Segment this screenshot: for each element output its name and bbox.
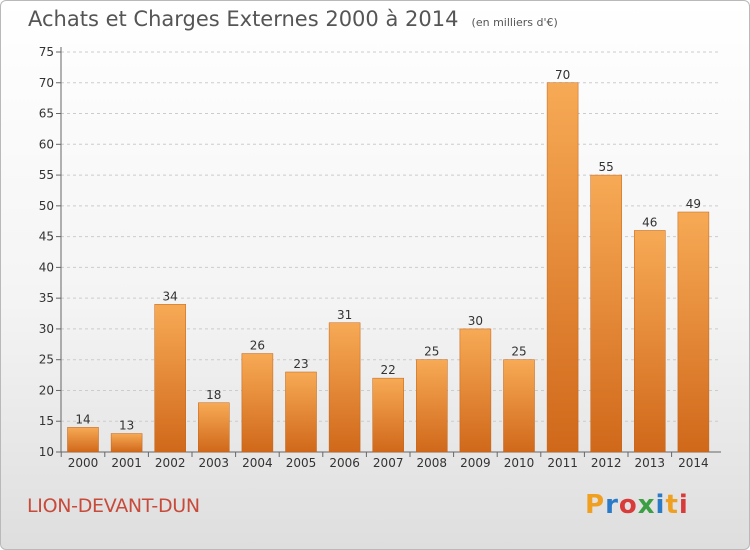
unit-note: (en milliers d'€)	[471, 16, 558, 29]
bar-2002	[154, 304, 186, 453]
bar-2003	[198, 402, 230, 453]
x-tick-label-2002: 2002	[155, 456, 186, 470]
y-tick-label: 55	[39, 168, 54, 182]
x-tick-label-2012: 2012	[591, 456, 622, 470]
logo-letter: o	[618, 490, 638, 520]
logo-letter: t	[665, 490, 679, 520]
y-tick-label: 35	[39, 291, 54, 305]
value-label-2006: 31	[337, 308, 352, 322]
y-tick-label: 15	[39, 414, 54, 428]
logo-letter: x	[637, 490, 656, 520]
x-tick-label-2014: 2014	[678, 456, 709, 470]
x-tick-label-2013: 2013	[635, 456, 666, 470]
bar-2006	[328, 322, 361, 453]
y-tick-label: 70	[39, 76, 54, 90]
axes: 10 15 20 25 30 35 40 45 50 55 60 65 70 75 2000 2001 2002…	[39, 45, 721, 470]
commune-name: LION-DEVANT-DUN	[27, 495, 200, 517]
logo-letter: i	[678, 490, 689, 520]
x-tick-label-2001: 2001	[111, 456, 142, 470]
chart-title: Achats et Charges Externes 2000 à 2014	[28, 7, 459, 31]
value-label-2012: 55	[599, 160, 614, 174]
x-tick-label-2009: 2009	[460, 456, 491, 470]
value-label-2013: 46	[642, 215, 657, 229]
value-label-2005: 23	[293, 357, 308, 371]
y-tick-label: 40	[39, 260, 54, 274]
y-tick-label: 45	[39, 230, 54, 244]
value-label-2008: 25	[424, 345, 439, 359]
y-tick-label: 10	[39, 445, 54, 459]
logo-letter: P	[585, 490, 606, 520]
bar-2009	[459, 328, 492, 453]
x-tick-label-2004: 2004	[242, 456, 273, 470]
x-tick-label-2003: 2003	[199, 456, 230, 470]
value-label-2000: 14	[75, 412, 90, 426]
bar-2001	[110, 433, 143, 453]
value-label-2002: 34	[163, 289, 178, 303]
x-tick-label-2007: 2007	[373, 456, 404, 470]
x-tick-label-2008: 2008	[417, 456, 448, 470]
x-tick-label-2011: 2011	[547, 456, 578, 470]
bar-2005	[285, 371, 317, 453]
value-label-2003: 18	[206, 388, 221, 402]
y-tick-label: 65	[39, 107, 54, 121]
x-tick-label-2005: 2005	[286, 456, 317, 470]
bar-2004	[241, 353, 274, 453]
y-tick-label: 75	[39, 45, 54, 59]
bar-2011	[546, 82, 579, 453]
value-label-2011: 70	[555, 68, 570, 82]
value-label-2001: 13	[119, 419, 134, 433]
title-row: Achats et Charges Externes 2000 à 2014 (…	[28, 7, 558, 31]
y-tick-label: 30	[39, 322, 54, 336]
x-tick-label-2006: 2006	[329, 456, 360, 470]
x-tick-label-2010: 2010	[504, 456, 535, 470]
proxiti-logo: Proxiti	[585, 490, 689, 520]
y-tick-label: 20	[39, 383, 54, 397]
bar-2007	[372, 377, 404, 453]
value-label-2007: 22	[381, 363, 396, 377]
bar-2013	[634, 230, 666, 453]
value-labels: 14 13 34 18 26 23 31 22 25 30 25 70 55 46 49	[75, 68, 701, 433]
bar-2010	[503, 359, 535, 453]
bar-2014	[677, 211, 710, 453]
x-tick-label-2000: 2000	[68, 456, 99, 470]
logo-letter: i	[655, 490, 666, 520]
value-label-2010: 25	[511, 345, 526, 359]
y-tick-label: 50	[39, 199, 54, 213]
y-tick-label: 25	[39, 353, 54, 367]
value-label-2014: 49	[686, 197, 701, 211]
y-tick-label: 60	[39, 137, 54, 151]
bar-2000	[67, 427, 99, 453]
logo-letter: r	[605, 490, 619, 520]
value-label-2009: 30	[468, 314, 483, 328]
bar-2012	[590, 174, 622, 453]
bars	[67, 82, 710, 453]
bar-2008	[416, 359, 448, 453]
value-label-2004: 26	[250, 339, 265, 353]
